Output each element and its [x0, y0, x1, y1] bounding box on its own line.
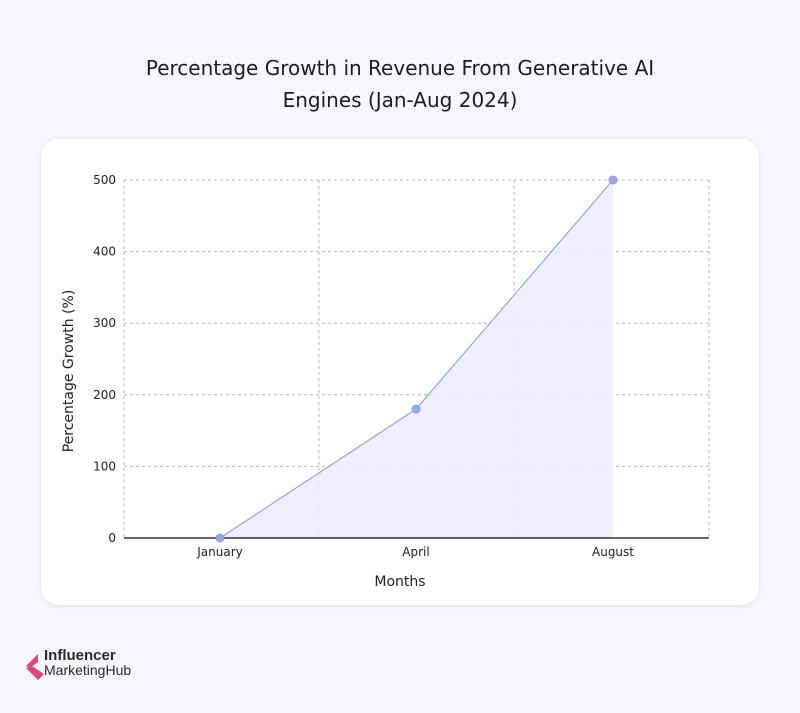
chart-points	[215, 175, 618, 543]
data-point	[411, 404, 421, 414]
y-tick-label: 100	[93, 459, 116, 473]
chart-area-layer	[219, 179, 614, 539]
series-area	[220, 180, 613, 538]
x-axis-label: Months	[374, 574, 426, 590]
x-tick-label: April	[402, 545, 429, 559]
x-tick-label: January	[196, 545, 243, 559]
x-tick-label: August	[592, 545, 634, 559]
y-tick-label: 400	[93, 245, 116, 259]
y-tick-label: 300	[93, 316, 116, 330]
y-tick-label: 500	[93, 173, 116, 187]
y-tick-label: 200	[93, 388, 116, 402]
brand-line-1: Influencer	[44, 647, 116, 664]
y-axis-label: Percentage Growth (%)	[61, 289, 77, 453]
chart-title-line-1: Percentage Growth in Revenue From Genera…	[145, 56, 655, 80]
brand-wordmark: Influencer MarketingHub	[44, 648, 131, 678]
x-axis-ticks: January April August	[196, 545, 634, 559]
chart-title: Percentage Growth in Revenue From Genera…	[0, 52, 800, 116]
data-point	[608, 175, 618, 185]
y-tick-label: 0	[108, 531, 116, 545]
chart-title-line-2: Engines (Jan-Aug 2024)	[282, 88, 518, 112]
brand-mark-icon	[26, 654, 44, 680]
brand-line-2: MarketingHub	[44, 662, 132, 678]
data-point	[215, 533, 225, 543]
y-axis-ticks: 0 100 200 300 400 500	[93, 173, 116, 545]
